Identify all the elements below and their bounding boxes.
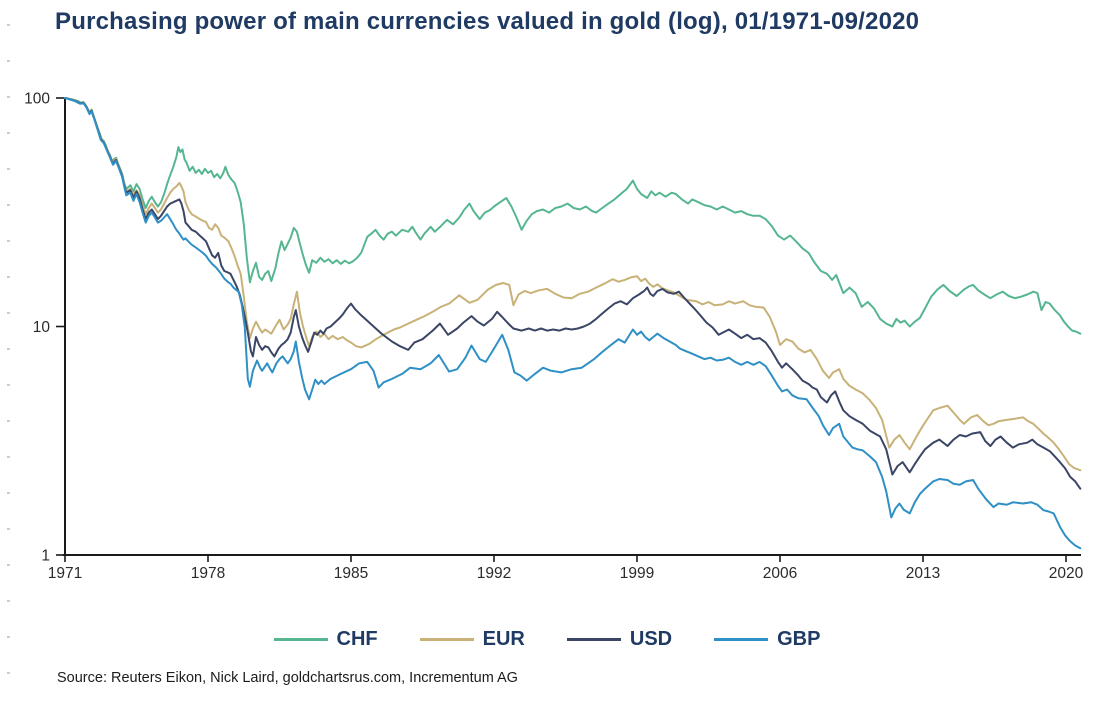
legend-item-chf: CHF [273, 628, 378, 651]
series-line-gbp [64, 97, 1082, 550]
edge-dot [7, 492, 10, 494]
edge-dot [7, 276, 10, 278]
chart-legend: CHF EUR USD GBP [0, 628, 1094, 651]
legend-swatch-eur [419, 638, 474, 641]
x-axis-tick-label: 1971 [48, 565, 82, 582]
edge-dot [7, 24, 10, 26]
series-line-chf [64, 97, 1082, 335]
edge-dot [7, 132, 10, 134]
y-axis-tick-label: 10 [33, 319, 51, 336]
legend-swatch-gbp [714, 638, 769, 641]
edge-dot [7, 168, 10, 170]
legend-label-usd: USD [629, 628, 673, 650]
legend-label-gbp: GBP [777, 628, 821, 650]
x-axis-tick-label: 1985 [334, 565, 368, 582]
x-axis-tick-label: 1992 [477, 565, 511, 582]
y-axis-tick-label: 100 [24, 91, 50, 108]
y-axis-tick-label: 1 [41, 548, 50, 565]
x-axis-tick-label: 1978 [191, 565, 225, 582]
edge-dot [7, 528, 10, 530]
source-note: Source: Reuters Eikon, Nick Laird, goldc… [57, 670, 518, 686]
edge-dot [7, 60, 10, 62]
series-line-usd [64, 97, 1082, 490]
edge-dot [7, 456, 10, 458]
edge-dot [7, 348, 10, 350]
chart-title: Purchasing power of main currencies valu… [55, 8, 920, 35]
legend-label-eur: EUR [482, 628, 525, 650]
edge-dot [7, 204, 10, 206]
x-axis-tick-label: 2013 [906, 565, 940, 582]
legend-item-eur: EUR [419, 628, 525, 651]
edge-dot [7, 96, 10, 98]
x-axis-tick-label: 1999 [620, 565, 654, 582]
edge-dot [7, 312, 10, 314]
x-axis-tick-label: 2020 [1049, 565, 1084, 582]
edge-dot [7, 600, 10, 602]
edge-dot [7, 420, 10, 422]
legend-label-chf: CHF [336, 628, 378, 650]
edge-dot [7, 384, 10, 386]
legend-swatch-usd [566, 638, 621, 641]
legend-item-gbp: GBP [714, 628, 820, 651]
legend-swatch-chf [273, 638, 328, 641]
edge-dot [7, 564, 10, 566]
edge-dot [7, 240, 10, 242]
legend-item-usd: USD [566, 628, 673, 651]
x-axis-tick-label: 2006 [763, 565, 797, 582]
series-line-eur [64, 97, 1082, 472]
edge-dot [7, 672, 10, 674]
edge-dot [7, 636, 10, 638]
